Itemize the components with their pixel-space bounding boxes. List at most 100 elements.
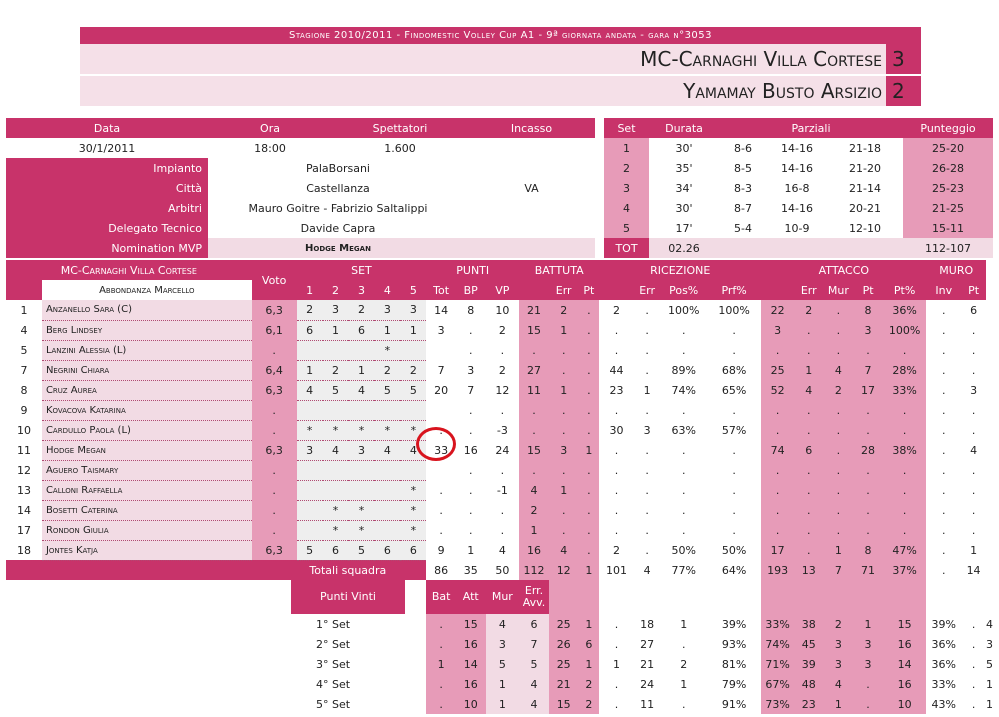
pv-cell: 1: [823, 694, 854, 714]
player-number: 8: [20, 383, 28, 397]
info-value-extra: VA: [524, 181, 539, 195]
stat-cell: 1: [578, 440, 600, 460]
stat-cell: .: [793, 500, 824, 520]
pv-cell: 3: [485, 634, 520, 654]
set-cell: 35': [675, 161, 693, 175]
stat-cell: .: [942, 363, 946, 377]
pv-head-spacer: [882, 580, 927, 614]
sets-head-score: Punteggio: [920, 121, 976, 135]
pv-head-spacer: [853, 580, 883, 614]
pv-cell: 3: [823, 654, 854, 674]
stat-cell: .: [439, 503, 443, 517]
stat-cell: .: [578, 320, 600, 340]
stat-cell: .: [761, 420, 794, 440]
player-vote: .: [251, 420, 297, 440]
set-row: 2 35' 8-5 14-16 21-20 26-28: [604, 158, 993, 178]
stat-cell: .: [942, 503, 946, 517]
pv-cell: 1: [680, 617, 688, 631]
player-row: 5 Lanzini Alessia (L). *................: [6, 340, 993, 361]
stat-cell: [426, 400, 456, 420]
total-cell: 50: [495, 563, 510, 577]
pv-head-spacer: [660, 580, 707, 614]
player-name: Rondon Giulia: [41, 520, 252, 541]
stat-cell: .: [519, 340, 549, 360]
stat-cell: .: [468, 503, 473, 517]
stat-cell: 5: [400, 380, 427, 401]
team-name: MC-Carnaghi Villa Cortese: [60, 263, 197, 277]
stat-cell: [322, 460, 349, 481]
total-cell: 64%: [721, 563, 747, 577]
stat-cell: .: [681, 443, 686, 457]
player-number: 13: [16, 483, 31, 497]
pv-cell: 18: [640, 617, 655, 631]
info-value-extra: [468, 238, 595, 258]
set-cell: 34': [675, 181, 693, 195]
stat-cell: .: [468, 403, 473, 417]
stat-cell: 65%: [721, 383, 747, 397]
subhead-cell: Err: [800, 283, 817, 297]
player-name: Negrini Chiara: [41, 360, 252, 381]
info-value: Mauro Goitre - Fabrizio Saltalippi: [248, 201, 428, 215]
stat-cell: .: [519, 420, 549, 440]
stat-cell: .: [761, 340, 794, 360]
sets-head-partials: Parziali: [791, 121, 831, 135]
pv-cell: 14: [455, 654, 486, 674]
player-name: Lanzini Alessia (L): [41, 340, 252, 361]
stat-cell: .: [942, 383, 946, 397]
player-number: 4: [20, 323, 28, 337]
stat-cell: 2: [498, 323, 506, 337]
info-head-date: Data: [93, 121, 121, 135]
stat-cell: .: [882, 340, 927, 360]
stat-cell: [374, 460, 401, 481]
stat-cell: .: [548, 340, 579, 360]
stat-cell: 23: [609, 383, 624, 397]
stat-cell: 1: [548, 320, 579, 340]
stat-cell: *: [374, 340, 401, 361]
pv-cell: 81%: [721, 657, 747, 671]
match-info-table: Data Ora Spettatori Incasso 30/1/2011 18…: [6, 118, 595, 258]
home-team-row: MC-Carnaghi Villa Cortese 3: [80, 44, 921, 76]
pv-cell: 16: [882, 674, 927, 694]
pv-cell: 6: [578, 634, 600, 654]
subhead-cell: [599, 280, 634, 300]
stat-cell: 2: [374, 360, 401, 381]
stat-cell: 1: [400, 320, 427, 341]
pv-cell: 25: [548, 654, 579, 674]
player-vote: 6,3: [251, 300, 297, 320]
stat-cell: 21: [519, 300, 549, 320]
away-team-score: 2: [886, 76, 921, 106]
stat-cell: 1: [548, 480, 579, 500]
total-cell: 37%: [882, 560, 927, 580]
sets-tot-score: 112-107: [903, 238, 993, 258]
stat-cell: .: [882, 400, 927, 420]
pv-cell: 4: [986, 617, 993, 631]
stat-cell: [322, 340, 349, 361]
stat-cell: .: [853, 400, 883, 420]
pv-head-spacer: [578, 580, 600, 614]
set-cell: 30': [675, 201, 693, 215]
info-label: Nomination MVP: [6, 238, 208, 258]
stat-cell: 100%: [667, 303, 700, 317]
stat-cell: 30: [609, 423, 624, 437]
stat-cell: 4: [498, 543, 506, 557]
player-number: 14: [16, 503, 31, 517]
stat-cell: 2: [548, 300, 579, 320]
stat-cell: .: [793, 520, 824, 540]
player-vote: .: [251, 340, 297, 360]
stat-cell: .: [761, 480, 794, 500]
stat-cell: .: [548, 500, 579, 520]
stat-cell: .: [942, 323, 946, 337]
info-value: PalaBorsani: [306, 161, 370, 175]
pv-title: Punti Vinti: [291, 580, 405, 614]
stat-cell: [296, 340, 323, 361]
stat-cell: .: [793, 400, 824, 420]
sets-tot-label: TOT: [615, 241, 638, 255]
stat-cell: .: [761, 400, 794, 420]
pv-row: 3° Set 1 14 5 5 25 1 1 21 2 81% 71% 39 3 3 14 36%. 5: [6, 654, 993, 674]
pv-cell: 93%: [721, 637, 747, 651]
player-number: 12: [16, 463, 31, 477]
stat-cell: .: [578, 480, 600, 500]
stat-cell: .: [732, 343, 736, 357]
stat-cell: .: [732, 503, 736, 517]
player-row: 1 Anzanello Sara (C) 6,3 2 3 2 3 3 14 8 10 21 2. 2. 10…: [6, 300, 993, 321]
